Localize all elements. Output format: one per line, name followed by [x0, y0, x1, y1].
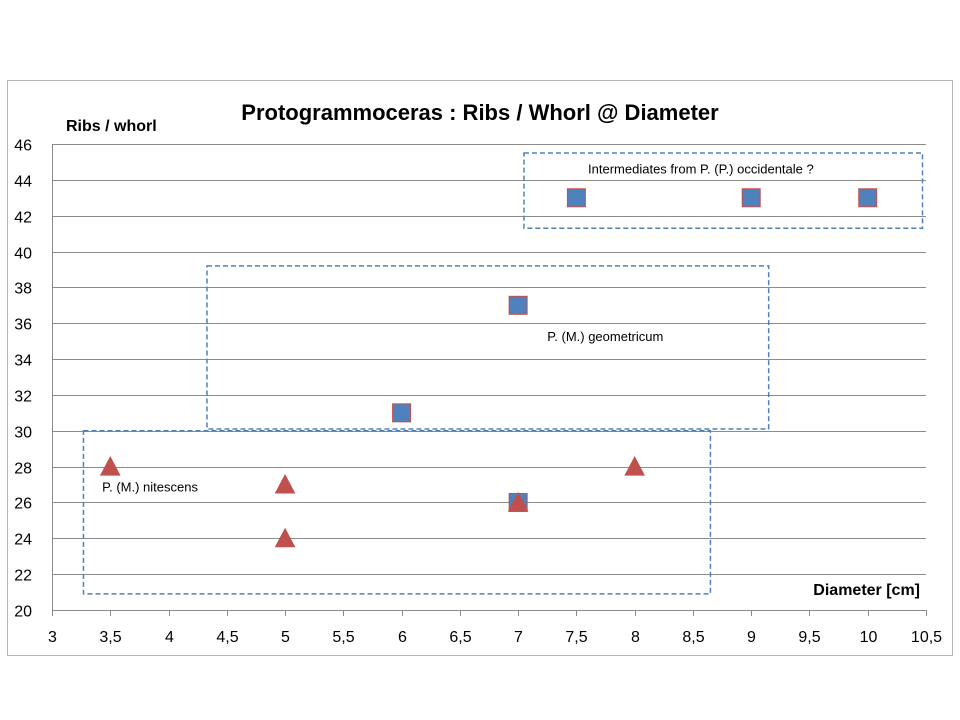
- chart-title: Protogrammoceras : Ribs / Whorl @ Diamet…: [241, 100, 719, 125]
- data-point-triangle: [274, 527, 296, 548]
- point-layer: [99, 188, 878, 548]
- y-tick-label: 28: [14, 461, 32, 478]
- x-tick-label: 3: [48, 629, 57, 646]
- y-tick-label: 26: [14, 496, 32, 513]
- data-point-square: [508, 295, 528, 315]
- chart-svg: P. (M.) nitescens P. (M.) geometricum Inte…: [7, 80, 953, 656]
- x-tick-label: 10,5: [911, 629, 942, 646]
- y-tick-label: 32: [14, 389, 32, 406]
- x-tick-label: 8,5: [682, 629, 704, 646]
- x-tick-label: 9,5: [798, 629, 820, 646]
- x-tick-label: 7,5: [565, 629, 587, 646]
- region-label: P. (M.) geometricum: [547, 329, 663, 344]
- data-point-triangle: [624, 456, 645, 476]
- x-tick-label: 6: [398, 629, 407, 646]
- data-point-triangle: [99, 456, 121, 476]
- grid-layer: [52, 144, 926, 575]
- y-tick-label: 36: [14, 317, 32, 334]
- y-tick-label: 46: [14, 138, 32, 155]
- axis-layer: 20 22 24 26 28 30 32 34 36 38 40 42 44 46 3 3,5 4 4,5 5 5,5…: [14, 138, 942, 647]
- region-box: [206, 265, 770, 430]
- data-point-square: [858, 188, 878, 208]
- data-point-triangle: [507, 491, 529, 512]
- chart-frame: P. (M.) nitescens P. (M.) geometricum Inte…: [7, 80, 953, 656]
- data-point-square: [741, 188, 761, 208]
- y-tick-label: 30: [14, 425, 32, 442]
- y-tick-label: 38: [14, 281, 32, 298]
- y-tick-label: 20: [14, 604, 32, 621]
- y-axis-label: Ribs / whorl: [66, 118, 157, 135]
- region-box: [82, 430, 712, 595]
- region-label: Intermediates from P. (P.) occidentale ?: [588, 162, 814, 177]
- x-tick-label: 4: [165, 629, 174, 646]
- x-tick-label: 7: [514, 629, 523, 646]
- x-tick-label: 4,5: [216, 629, 238, 646]
- x-tick-label: 5,5: [332, 629, 354, 646]
- chart-border: [7, 80, 953, 656]
- y-tick-label: 40: [14, 246, 32, 263]
- region-box: [523, 152, 924, 229]
- y-tick-label: 34: [14, 353, 32, 370]
- y-tick-label: 42: [14, 210, 32, 227]
- x-tick-label: 10: [860, 629, 878, 646]
- x-tick-label: 3,5: [99, 629, 121, 646]
- x-tick-label: 9: [747, 629, 756, 646]
- data-point-square: [566, 188, 586, 208]
- y-tick-label: 44: [14, 174, 32, 191]
- x-axis-label: Diameter [cm]: [813, 582, 920, 599]
- x-tick-label: 5: [281, 629, 290, 646]
- x-tick-label: 8: [631, 629, 640, 646]
- region-layer: P. (M.) nitescens P. (M.) geometricum Inte…: [82, 152, 924, 595]
- x-tick-label: 6,5: [449, 629, 471, 646]
- data-point-triangle: [274, 473, 296, 494]
- data-point-square: [392, 403, 412, 423]
- y-tick-label: 24: [14, 532, 32, 549]
- y-tick-label: 22: [14, 568, 32, 585]
- region-label: P. (M.) nitescens: [102, 480, 198, 495]
